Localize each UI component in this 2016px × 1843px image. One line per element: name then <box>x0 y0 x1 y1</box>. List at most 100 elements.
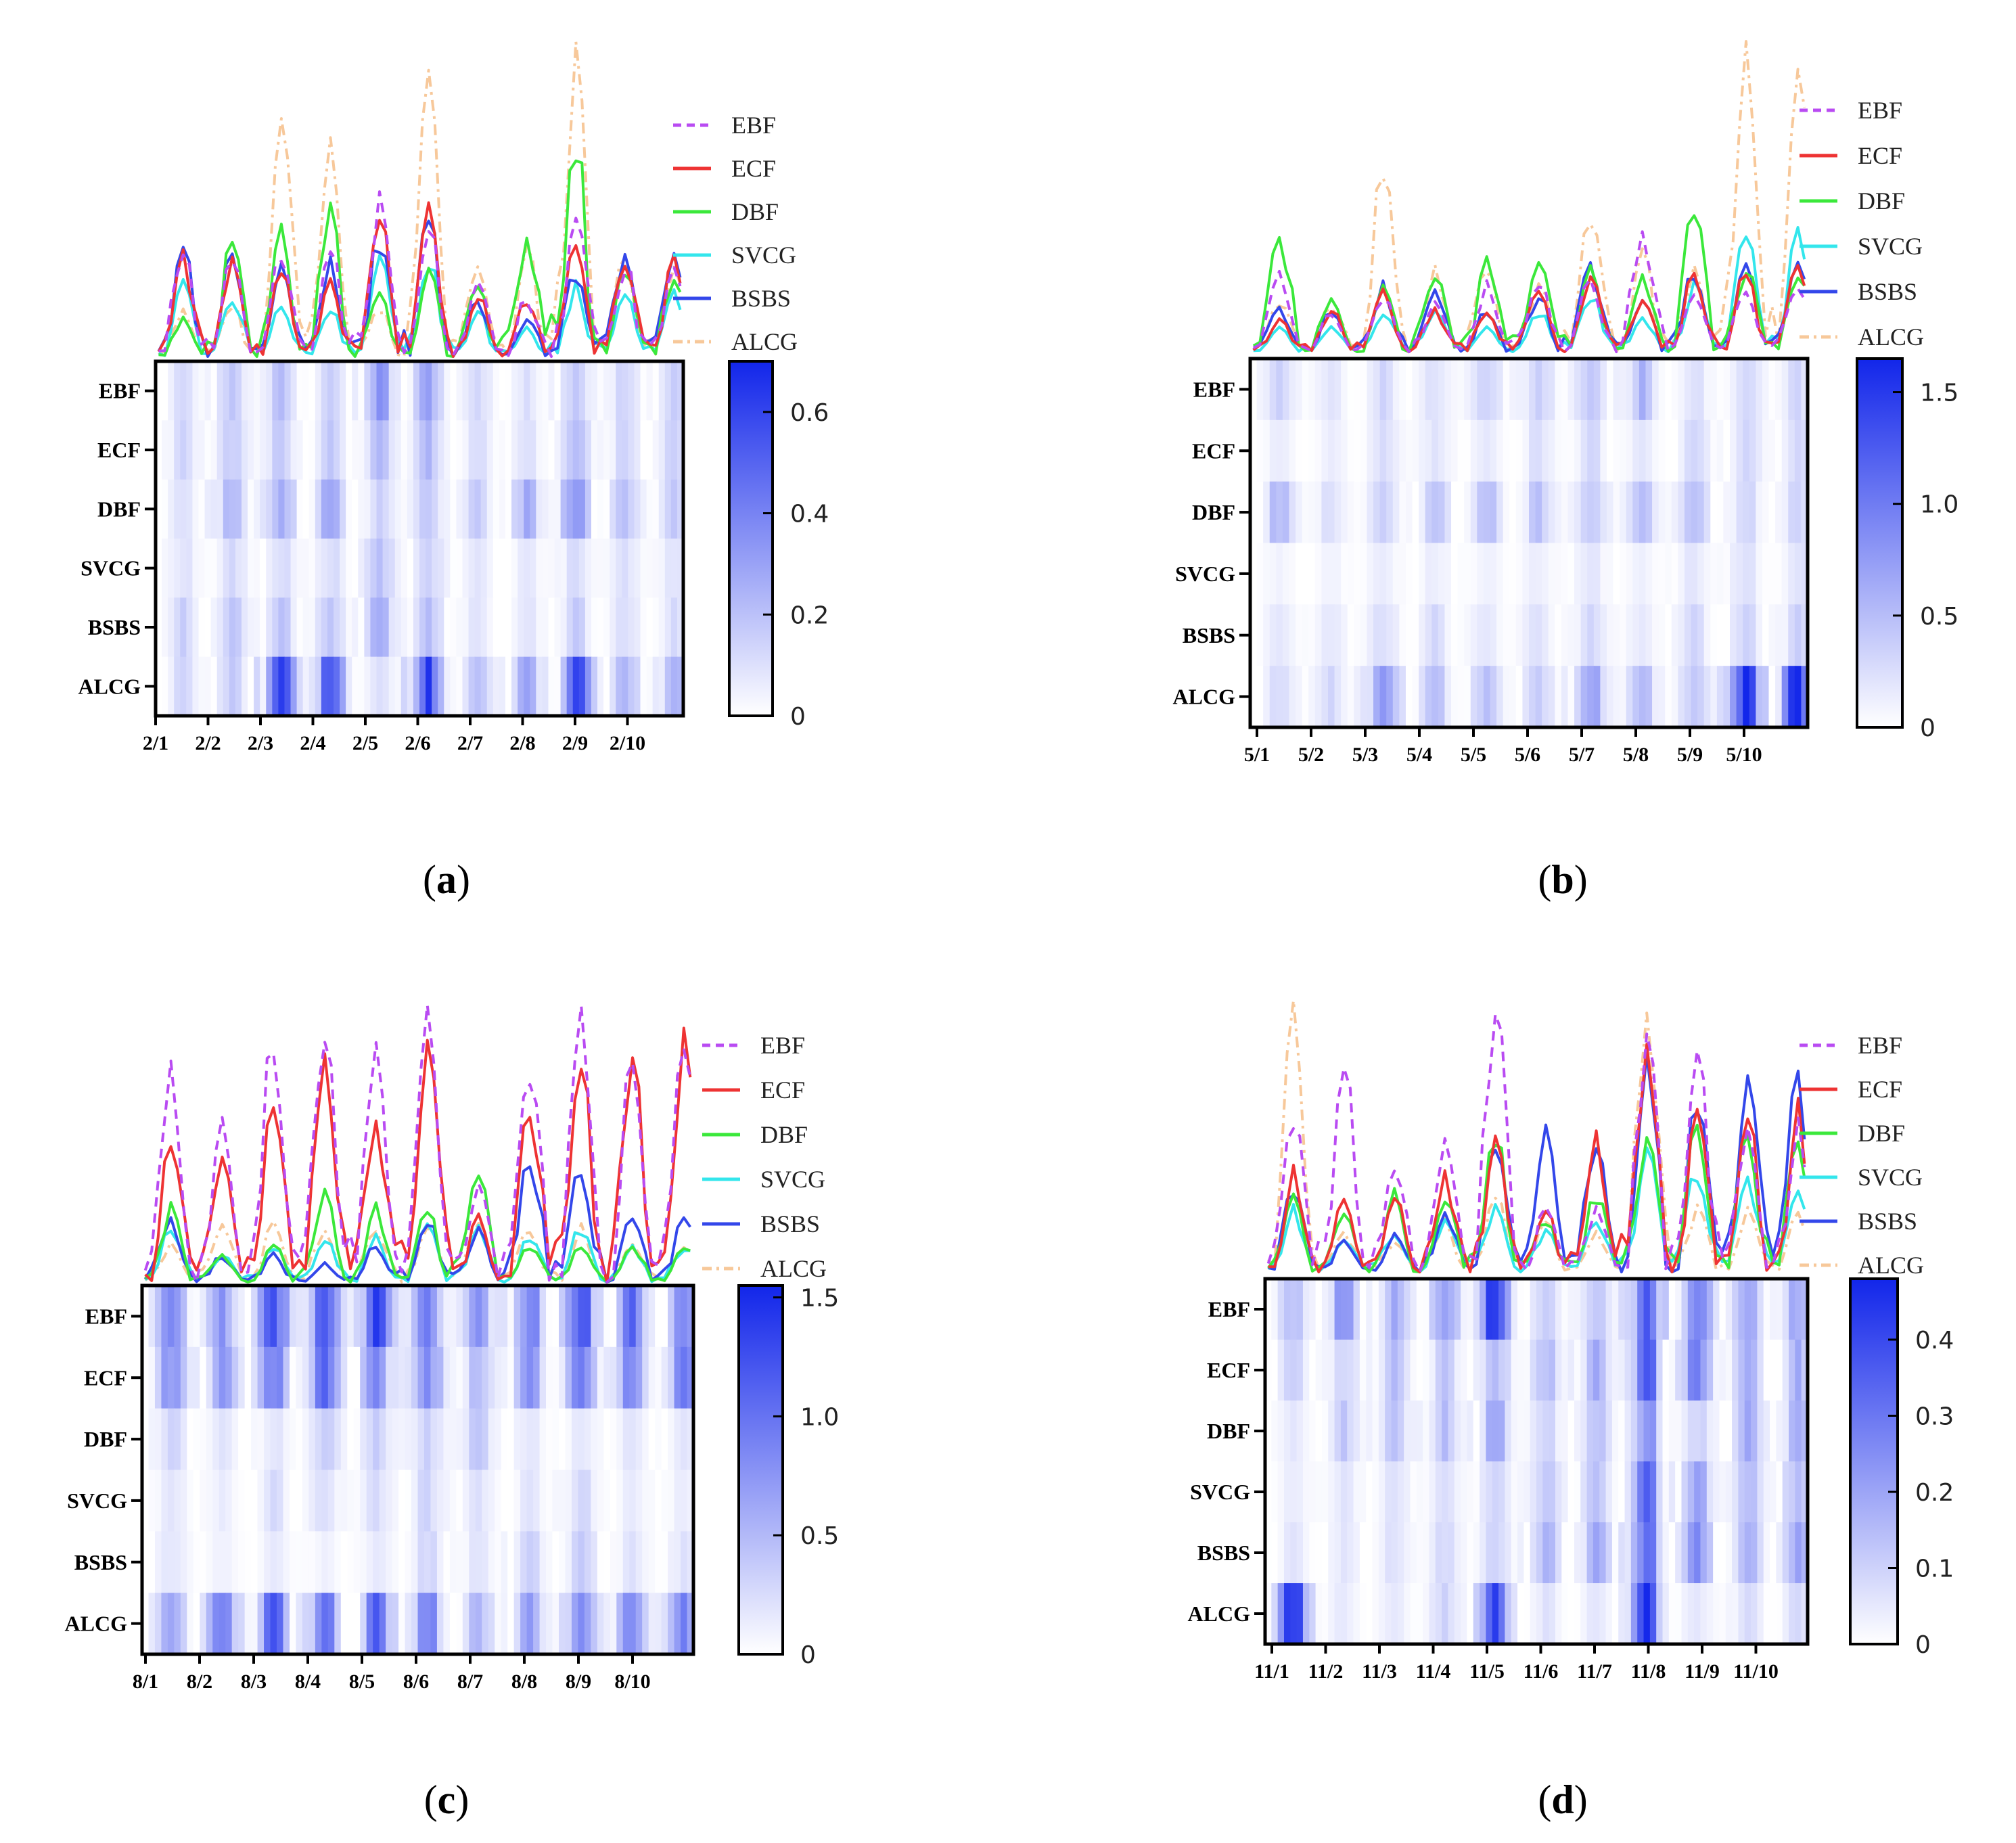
heat-cell <box>1347 1279 1354 1340</box>
heat-cell <box>584 1285 591 1348</box>
heat-cell <box>642 1593 649 1655</box>
row-label: EBF <box>1208 1297 1250 1321</box>
heat-cell <box>174 656 181 716</box>
heat-cell <box>1719 1461 1726 1523</box>
heat-cell <box>443 1593 451 1655</box>
heat-cell <box>499 479 506 539</box>
heat-cell <box>260 539 267 598</box>
heat-cell <box>266 361 273 421</box>
heat-cell <box>571 1408 579 1471</box>
heat-cell <box>469 1593 476 1655</box>
heat-cell <box>640 597 647 658</box>
heat-cell <box>1762 481 1770 544</box>
heat-cell <box>640 361 647 421</box>
heat-cell <box>321 597 328 658</box>
heat-cell <box>193 1593 200 1655</box>
heat-cell <box>1626 666 1633 728</box>
heat-cell <box>266 420 273 480</box>
heat-cell <box>1522 359 1530 421</box>
heat-cell <box>430 1531 438 1593</box>
heat-cell <box>156 479 162 539</box>
heat-cell <box>405 1408 412 1471</box>
heat-cell <box>1801 666 1808 728</box>
heat-cell <box>219 1531 226 1593</box>
heat-cell <box>1451 604 1459 666</box>
heat-cell <box>622 539 628 598</box>
heat-cell <box>1321 1401 1329 1462</box>
heat-cell <box>1276 666 1283 728</box>
heat-cell <box>1431 604 1439 666</box>
heat-cell <box>1503 543 1510 605</box>
heat-cell <box>1451 481 1459 544</box>
heat-cell <box>462 597 469 658</box>
heat-cell <box>327 597 334 658</box>
heat-cell <box>1405 481 1413 544</box>
heat-cell <box>578 656 586 716</box>
heat-cell <box>578 1470 585 1532</box>
heat-cell <box>1587 359 1595 421</box>
heat-cell <box>1283 1461 1291 1523</box>
heat-cell <box>571 1470 579 1532</box>
heat-cell <box>1732 1583 1739 1645</box>
heat-cell <box>1535 604 1542 666</box>
heat-cell <box>1302 1461 1310 1523</box>
heat-cell <box>533 1408 541 1471</box>
heat-cell <box>244 1470 252 1532</box>
heat-cell <box>358 597 365 658</box>
heat-cell <box>488 1408 495 1471</box>
heat-cell <box>1593 604 1601 666</box>
heat-cell <box>1276 604 1283 666</box>
heat-cell <box>1392 604 1400 666</box>
heat-cell <box>486 656 494 716</box>
heat-cell <box>411 1408 419 1471</box>
heat-cell <box>379 1531 386 1593</box>
heat-cell <box>1505 1522 1512 1584</box>
heat-cell <box>1599 1401 1607 1462</box>
heat-cell <box>1757 1583 1764 1645</box>
heat-cell <box>1416 1583 1423 1645</box>
heat-cell <box>1756 359 1763 421</box>
heat-cell <box>1315 1340 1323 1401</box>
heat-cell <box>1256 543 1264 605</box>
heat-cell <box>603 1408 611 1471</box>
heat-cell <box>1567 543 1575 605</box>
heat-cell <box>1438 604 1446 666</box>
heat-cell <box>1770 1279 1777 1340</box>
heat-cell <box>482 1408 489 1471</box>
heat-cell <box>284 539 292 598</box>
heat-cell <box>1461 1461 1468 1523</box>
legend-label: SVCG <box>731 242 796 269</box>
heat-cell <box>456 479 463 539</box>
heat-cell <box>1385 1340 1392 1401</box>
heat-cell <box>1321 419 1329 482</box>
heat-cell <box>1379 481 1387 544</box>
heat-cell <box>1652 419 1659 482</box>
heat-cell <box>272 479 279 539</box>
heat-cell <box>360 1408 367 1471</box>
heat-cell <box>628 656 635 716</box>
heat-cell <box>308 1346 316 1409</box>
heat-cell <box>296 1593 303 1655</box>
heat-cell <box>1613 359 1620 421</box>
heat-cell <box>1392 543 1400 605</box>
heat-cell <box>238 1593 246 1655</box>
heat-cell <box>1277 1279 1285 1340</box>
heat-cell <box>180 479 187 539</box>
heat-cell <box>480 479 488 539</box>
heat-cell <box>235 539 242 598</box>
heat-cell <box>1703 543 1711 605</box>
heat-cell <box>628 420 635 480</box>
heat-cell <box>1678 481 1685 544</box>
heat-cell <box>1675 1340 1682 1401</box>
heat-cell <box>1561 666 1569 728</box>
heat-cell <box>1498 1522 1505 1584</box>
heat-cell <box>610 1408 617 1471</box>
heat-cell <box>1586 1583 1594 1645</box>
heat-cell <box>1265 1461 1272 1523</box>
heat-cell <box>327 361 334 421</box>
heat-cell <box>1775 419 1783 482</box>
heat-cell <box>546 1285 553 1348</box>
heat-cell <box>681 1531 688 1593</box>
heat-cell <box>1314 359 1322 421</box>
